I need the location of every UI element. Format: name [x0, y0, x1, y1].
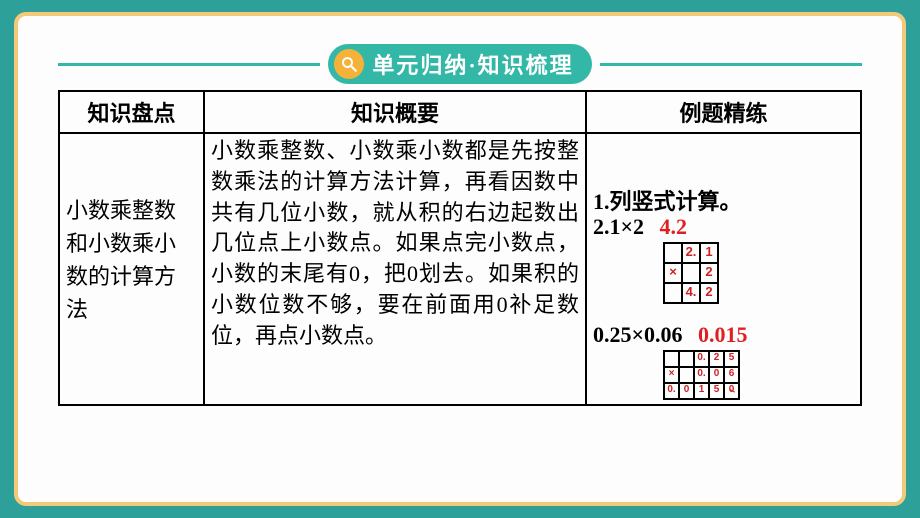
section-title: 单元归纳·知识梳理	[372, 48, 573, 80]
topic-summary: 小数乘整数、小数乘小数都是先按整数乘法的计算方法计算，再看因数中共有几位小数，就…	[204, 133, 586, 405]
knowledge-table: 知识盘点 知识概要 例题精练 小数乘整数和小数乘小数的计算方法 小数乘整数、小数…	[58, 90, 862, 406]
page: 单元归纳·知识梳理 知识盘点 知识概要 例题精练 小数乘整数和小数乘小数的计算方…	[14, 12, 906, 506]
section-badge: 单元归纳·知识梳理	[328, 44, 591, 84]
exercise-2-answer: 0.015	[698, 322, 748, 347]
header-rule-left	[58, 63, 320, 66]
exercise-1-answer: 4.2	[660, 214, 688, 239]
exercise-1: 2.1×2 4.2	[593, 214, 854, 240]
col-header-topic: 知识盘点	[59, 91, 204, 133]
exercise-2: 0.25×0.06 0.015	[593, 322, 854, 348]
section-header: 单元归纳·知识梳理	[58, 44, 862, 84]
vertical-calc-1: 2.1 ×2 4.2	[663, 242, 719, 304]
exercise-cell: 1.列竖式计算。 2.1×2 4.2 2.1 ×2 4.2 0.25×0.06 …	[586, 133, 861, 405]
header-rule-right	[600, 63, 862, 66]
struck-zero: 0	[729, 384, 735, 395]
magnifier-icon	[334, 49, 364, 79]
col-header-exercise: 例题精练	[586, 91, 861, 133]
vertical-calc-2: 0.25 ×0.06 0.0150	[663, 350, 740, 400]
exercise-prompt: 1.列竖式计算。	[593, 184, 854, 216]
exercise-2-expr: 0.25×0.06	[593, 322, 683, 347]
col-header-summary: 知识概要	[204, 91, 586, 133]
exercise-1-expr: 2.1×2	[593, 214, 644, 239]
topic-label: 小数乘整数和小数乘小数的计算方法	[59, 133, 204, 405]
